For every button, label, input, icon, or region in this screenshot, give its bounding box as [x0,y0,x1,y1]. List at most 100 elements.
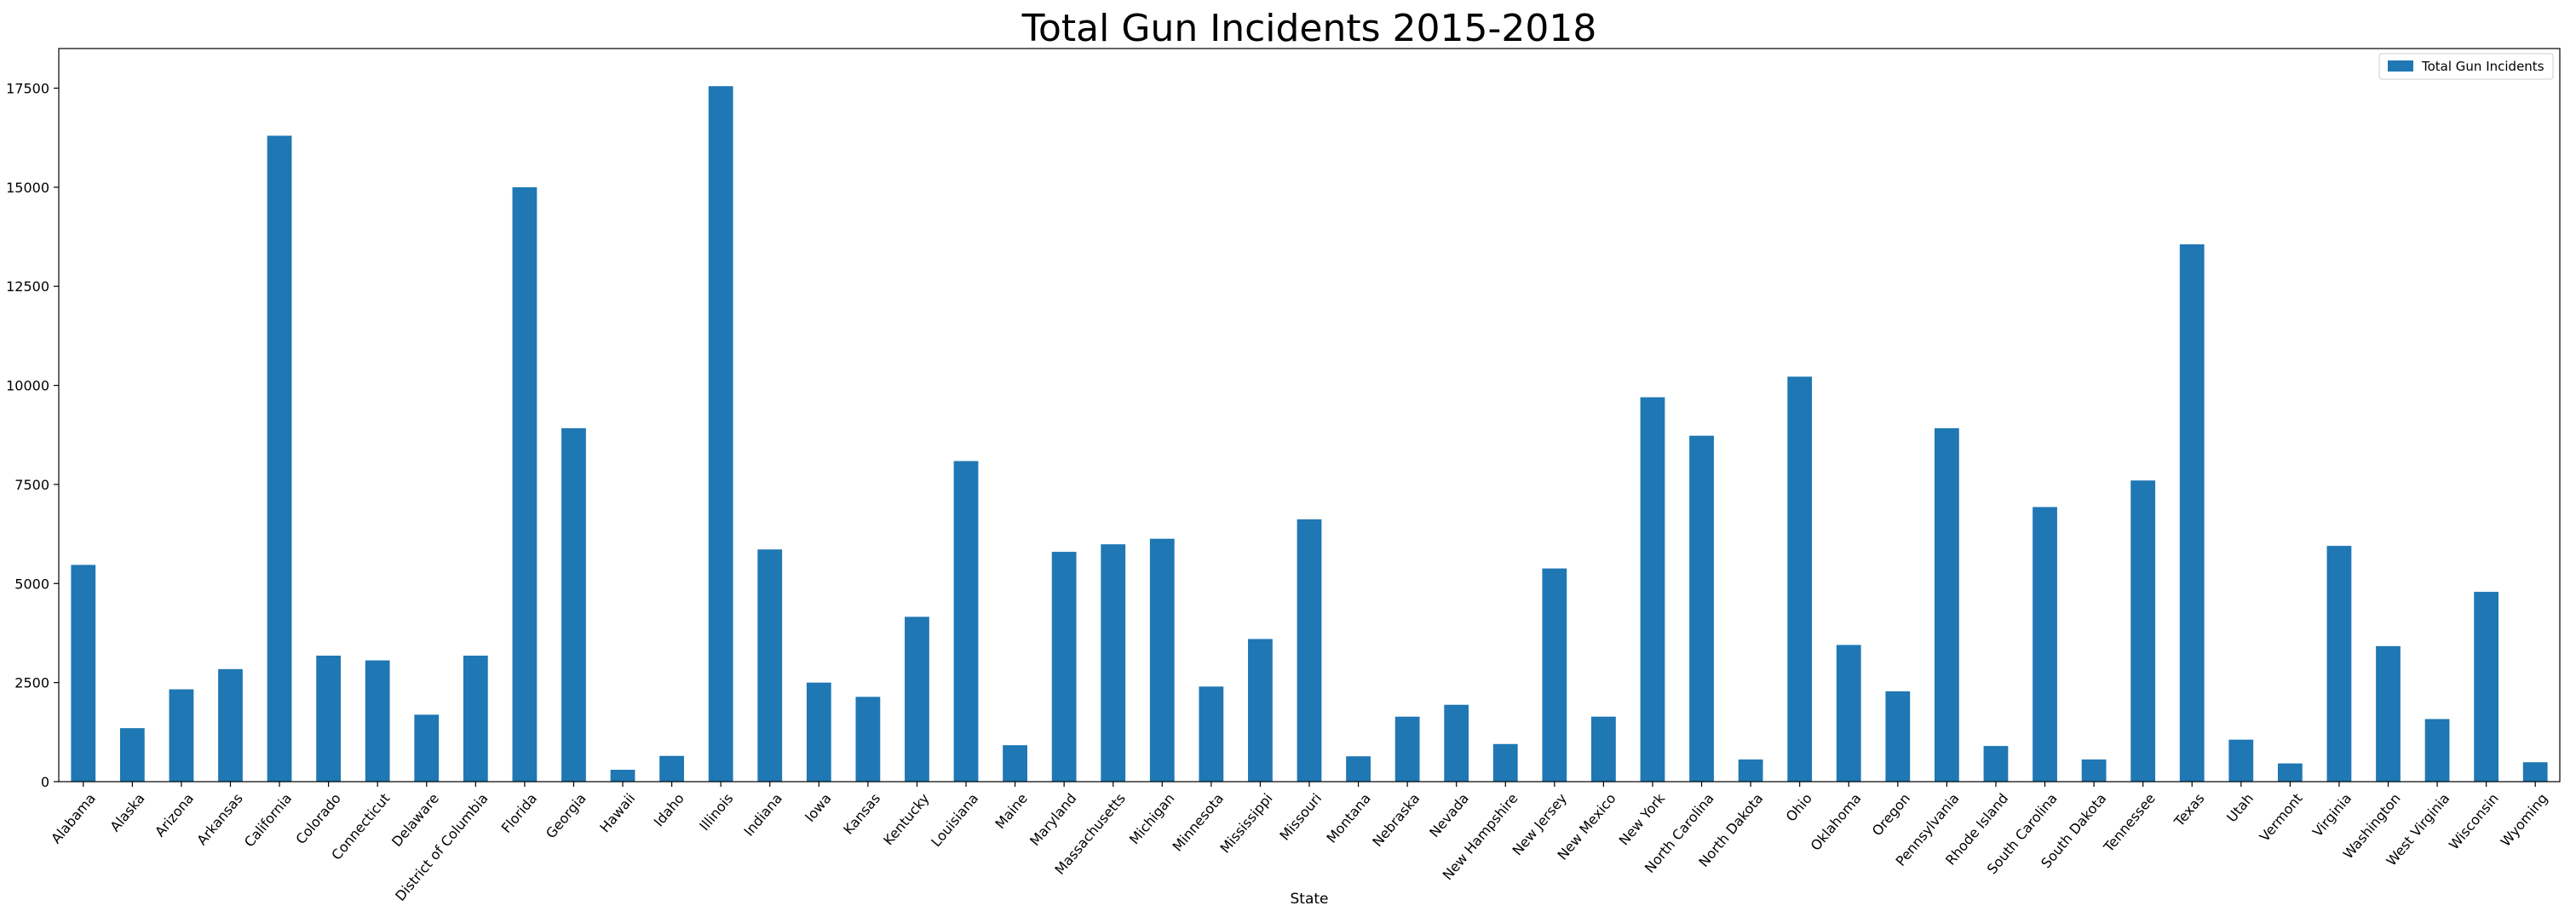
x-tick-label: Virginia [2309,790,2355,840]
x-tick-label: Illinois [696,790,736,834]
legend: Total Gun Incidents [2378,53,2554,80]
bar-kansas [855,697,881,782]
bar-alabama [71,565,96,782]
x-tick-label: Kansas [840,790,883,838]
bar-virginia [2326,546,2352,782]
x-axis: Alabama Alaska ArizonaArkansasCaliforniaCo… [48,782,2550,904]
chart-title: Total Gun Incidents 2015-2018 [1021,7,1597,50]
bar-oklahoma [1836,645,1861,782]
y-axis: 0 2500 5000 7500 10000 12500 15000 17500 [6,81,59,790]
bars-layer [71,86,2548,782]
bar-new-hampshire [1492,743,1518,782]
x-tick-label: Utah [2223,790,2257,825]
legend-label: Total Gun Incidents [2421,59,2544,74]
bar-michigan [1149,538,1175,782]
bar-district-of-columbia [463,656,488,782]
x-tick-label: Iowa [802,790,835,825]
bar-louisiana [953,461,979,782]
bar-washington [2376,645,2401,782]
x-tick-label: Alabama [48,790,99,846]
plot-frame [58,48,2561,783]
x-tick-label: Hawaii [596,790,638,835]
x-tick-label: Arizona [152,790,197,840]
y-tick-label: 10000 [6,378,49,394]
bar-north-carolina [1689,435,1714,782]
bar-texas [2179,244,2205,782]
bar-minnesota [1199,686,1224,782]
bar-arizona [169,689,194,782]
x-tick-label: Ohio [1783,790,1815,825]
x-tick-label: California [241,790,295,850]
x-tick-label: Missouri [1276,790,1325,844]
bar-indiana [757,549,783,782]
bar-iowa [806,682,831,782]
legend-box [2378,53,2554,80]
bar-north-dakota [1738,759,1763,782]
y-tick-label: 0 [41,774,49,790]
x-tick-label: Wisconsin [2446,790,2502,852]
x-tick-label: Maryland [1026,790,1079,849]
bar-wyoming [2522,762,2548,782]
bar-utah [2228,739,2254,782]
x-tick-label: Idaho [651,790,687,829]
bar-nebraska [1394,716,1420,782]
bar-missouri [1297,519,1322,782]
y-tick-label: 5000 [14,576,49,592]
x-tick-label: Delaware [388,790,442,850]
x-tick-label: Alaska [106,790,147,834]
bar-maryland [1051,552,1077,782]
bar-connecticut [365,660,390,782]
bar-rhode-island [1983,746,2009,782]
bar-montana [1346,756,1371,782]
x-tick-label: New York [1616,790,1669,849]
y-tick-label: 2500 [14,675,49,691]
bar-tennessee [2130,480,2156,782]
bar-maine [1003,745,1027,782]
bar-california [267,135,292,782]
bar-florida [512,186,538,782]
bar-colorado [316,656,342,782]
legend-swatch [2388,60,2413,72]
bar-idaho [659,755,684,782]
y-tick-label: 12500 [6,278,49,295]
bar-illinois [708,86,733,782]
x-tick-label: Nebraska [1369,790,1423,850]
bar-mississippi [1248,639,1273,782]
x-tick-label: Florida [498,790,541,836]
y-tick-label: 17500 [6,81,49,97]
x-tick-label: Oklahoma [1808,790,1865,854]
x-tick-label: Indiana [740,790,785,840]
bar-new-jersey [1542,568,1567,782]
bar-vermont [2277,763,2303,782]
bar-georgia [561,427,586,782]
bar-new-mexico [1591,716,1616,782]
x-tick-label: Michigan [1126,790,1178,847]
bar-pennsylvania [1935,427,1959,782]
x-tick-label: Montana [1323,790,1373,846]
x-tick-label: Nevada [1426,790,1472,840]
bar-wisconsin [2474,592,2499,782]
x-tick-label: Oregon [1869,790,1913,839]
bar-new-york [1640,397,1665,782]
bar-delaware [414,714,440,782]
bar-massachusetts [1101,544,1126,782]
bar-kentucky [905,616,929,782]
x-tick-label: District of Columbia [392,790,492,904]
y-tick-label: 15000 [6,180,49,196]
bar-ohio [1787,376,1813,782]
x-tick-label: Wyoming [2498,790,2551,850]
y-tick-label: 7500 [14,477,49,493]
x-tick-label: Arkansas [193,790,245,848]
bar-hawaii [610,770,635,782]
x-tick-label: Maine [992,790,1030,832]
bar-alaska [119,728,145,782]
x-tick-label: Georgia [543,790,589,841]
bar-arkansas [218,668,243,782]
x-tick-label: Louisiana [928,790,981,850]
bar-nevada [1444,704,1469,782]
bar-south-dakota [2081,759,2107,782]
x-tick-label: Vermont [2257,790,2306,845]
bar-oregon [1885,691,1911,782]
